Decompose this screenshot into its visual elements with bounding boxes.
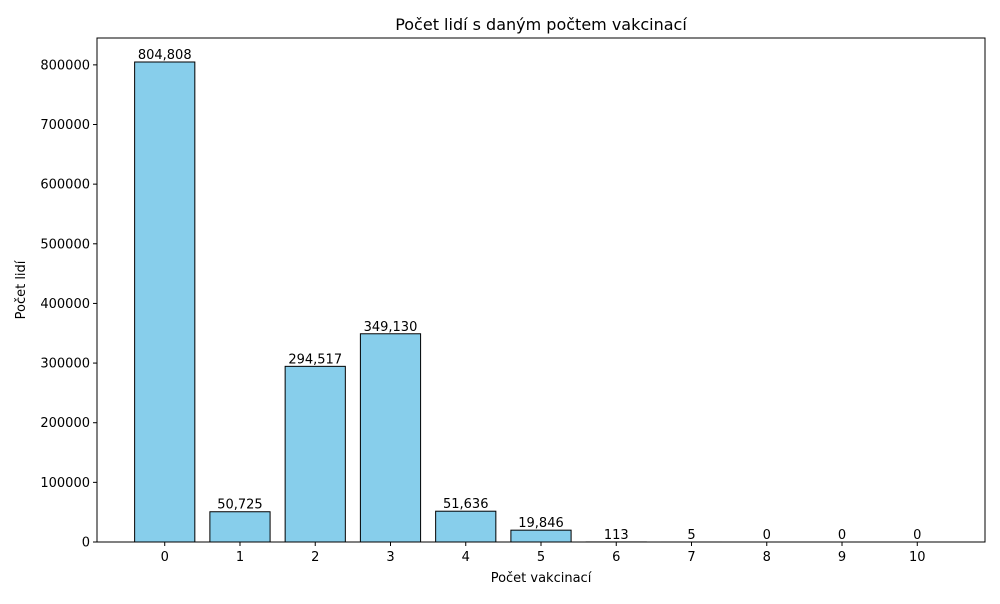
bar — [360, 334, 420, 542]
x-tick-label: 5 — [537, 550, 545, 565]
bar — [285, 366, 345, 542]
x-tick-label: 8 — [763, 550, 771, 565]
x-tick-label: 6 — [612, 550, 620, 565]
y-tick-label: 700000 — [40, 118, 90, 133]
y-tick-label: 500000 — [40, 237, 90, 252]
chart-title: Počet lidí s daným počtem vakcinací — [395, 15, 687, 34]
y-axis-ticks: 0 100000 200000 300000 400000 500000 600000 700… — [40, 58, 97, 550]
x-tick-label: 9 — [838, 550, 846, 565]
data-label: 5 — [687, 528, 695, 543]
bar — [210, 512, 270, 542]
y-axis-title: Počet lidí — [14, 260, 29, 319]
data-label: 349,130 — [364, 320, 418, 335]
data-label: 51,636 — [443, 497, 489, 512]
data-label: 0 — [913, 528, 921, 543]
data-label: 294,517 — [288, 352, 342, 367]
x-tick-label: 2 — [311, 550, 319, 565]
bar — [135, 62, 195, 542]
y-tick-label: 600000 — [40, 178, 90, 193]
y-tick-label: 0 — [82, 536, 90, 551]
data-label: 804,808 — [138, 48, 192, 63]
bar — [511, 530, 571, 542]
bar — [436, 511, 496, 542]
x-tick-label: 0 — [161, 550, 169, 565]
y-tick-label: 100000 — [40, 476, 90, 491]
x-tick-label: 3 — [386, 550, 394, 565]
data-label: 0 — [838, 528, 846, 543]
x-tick-label: 10 — [909, 550, 926, 565]
y-tick-label: 300000 — [40, 357, 90, 372]
x-axis-title: Počet vakcinací — [491, 571, 592, 586]
x-tick-label: 7 — [687, 550, 695, 565]
y-tick-label: 800000 — [40, 58, 90, 73]
x-tick-label: 1 — [236, 550, 244, 565]
data-label: 50,725 — [217, 498, 263, 513]
data-label: 19,846 — [518, 516, 564, 531]
y-tick-label: 200000 — [40, 416, 90, 431]
data-label: 0 — [763, 528, 771, 543]
x-tick-label: 4 — [462, 550, 470, 565]
y-tick-label: 400000 — [40, 297, 90, 312]
data-label: 113 — [604, 528, 629, 543]
